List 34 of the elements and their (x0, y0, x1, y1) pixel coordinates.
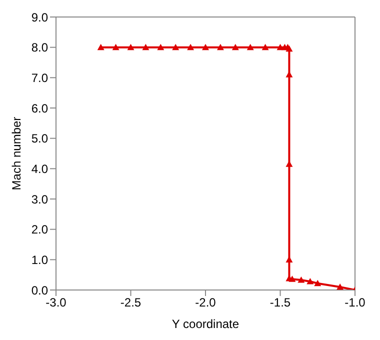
point (187, 44, 194, 50)
point (157, 44, 164, 50)
point (232, 44, 239, 50)
point (97, 44, 104, 50)
x-tick-label: -1.0 (344, 296, 366, 310)
y-tick-label: 2.0 (31, 222, 48, 237)
x-tick-label: -2.0 (195, 296, 216, 310)
y-tick-label: 4.0 (31, 162, 48, 176)
point (298, 276, 305, 283)
point (246, 44, 254, 50)
point (127, 44, 134, 50)
y-tick-label: 3.0 (31, 192, 48, 206)
x-tick-label: -3.0 (46, 296, 67, 310)
y-tick-label: 7.0 (31, 70, 48, 85)
point (288, 276, 296, 282)
point (314, 280, 322, 286)
point (202, 44, 209, 50)
point (262, 44, 269, 50)
y-tick-label: 0.0 (31, 283, 48, 298)
x-axis-title: Y coordinate (172, 317, 240, 331)
point (112, 44, 120, 50)
y-axis-title: Mach number (9, 116, 24, 190)
x-tick-label: -1.5 (270, 296, 291, 310)
point (306, 278, 314, 284)
point (336, 283, 344, 290)
y-tick-label: 9.0 (31, 10, 48, 24)
y-tick-label: 1.0 (31, 252, 48, 267)
point (172, 44, 180, 50)
x-tick-label: -2.5 (120, 296, 142, 310)
point (142, 44, 150, 50)
y-tick-label: 5.0 (31, 132, 48, 146)
y-tick-label: 6.0 (31, 101, 48, 116)
y-tick-label: 8.0 (31, 40, 48, 55)
point (216, 44, 224, 50)
